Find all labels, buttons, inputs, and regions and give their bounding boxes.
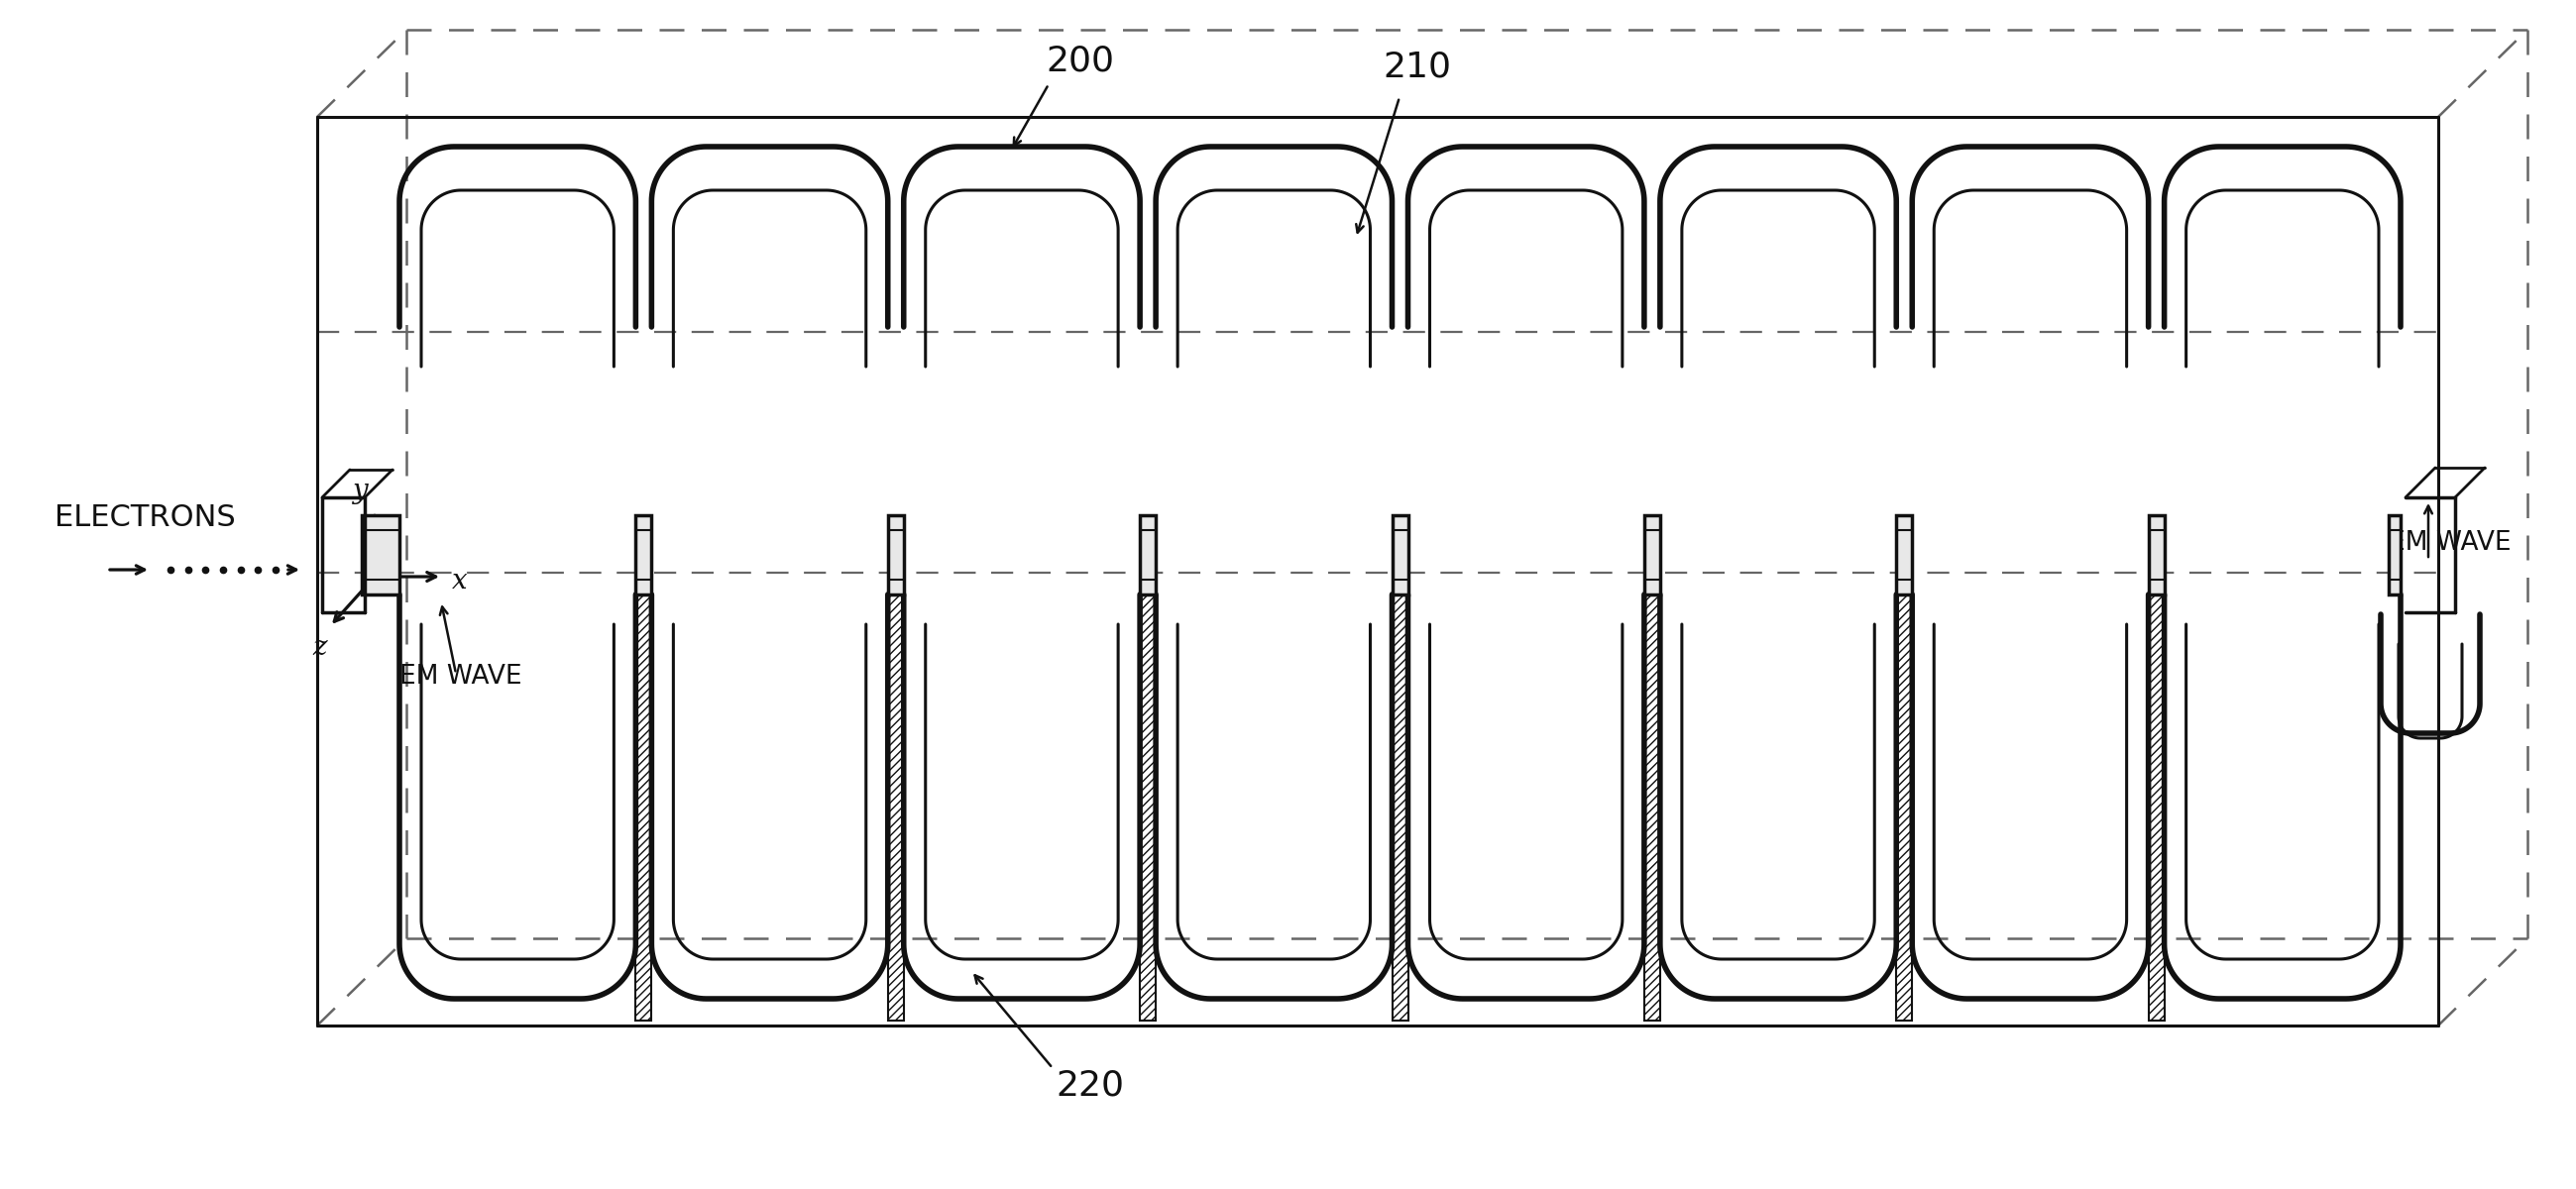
Bar [2388, 515, 2401, 594]
Text: x: x [451, 567, 466, 594]
Bar [1643, 515, 1659, 594]
Text: y: y [353, 478, 368, 504]
Text: z: z [312, 634, 327, 661]
Bar [1643, 594, 1659, 1020]
Bar [636, 594, 652, 1020]
Text: 200: 200 [1046, 44, 1115, 78]
Bar [361, 515, 399, 594]
Bar [1141, 594, 1157, 1020]
Bar [1141, 515, 1157, 594]
Bar [1391, 594, 1409, 1020]
Text: ELECTRONS: ELECTRONS [54, 503, 234, 533]
Bar [1896, 594, 1911, 1020]
Bar [1896, 515, 1911, 594]
Text: 220: 220 [1056, 1068, 1126, 1102]
Bar [2148, 515, 2164, 594]
Bar [636, 515, 652, 594]
Text: EM WAVE: EM WAVE [399, 663, 523, 690]
Bar [889, 515, 904, 594]
Bar [2148, 594, 2164, 1020]
Bar [889, 594, 904, 1020]
Text: EM WAVE: EM WAVE [2388, 530, 2512, 555]
Text: 210: 210 [1383, 50, 1450, 84]
Bar [1391, 515, 1409, 594]
